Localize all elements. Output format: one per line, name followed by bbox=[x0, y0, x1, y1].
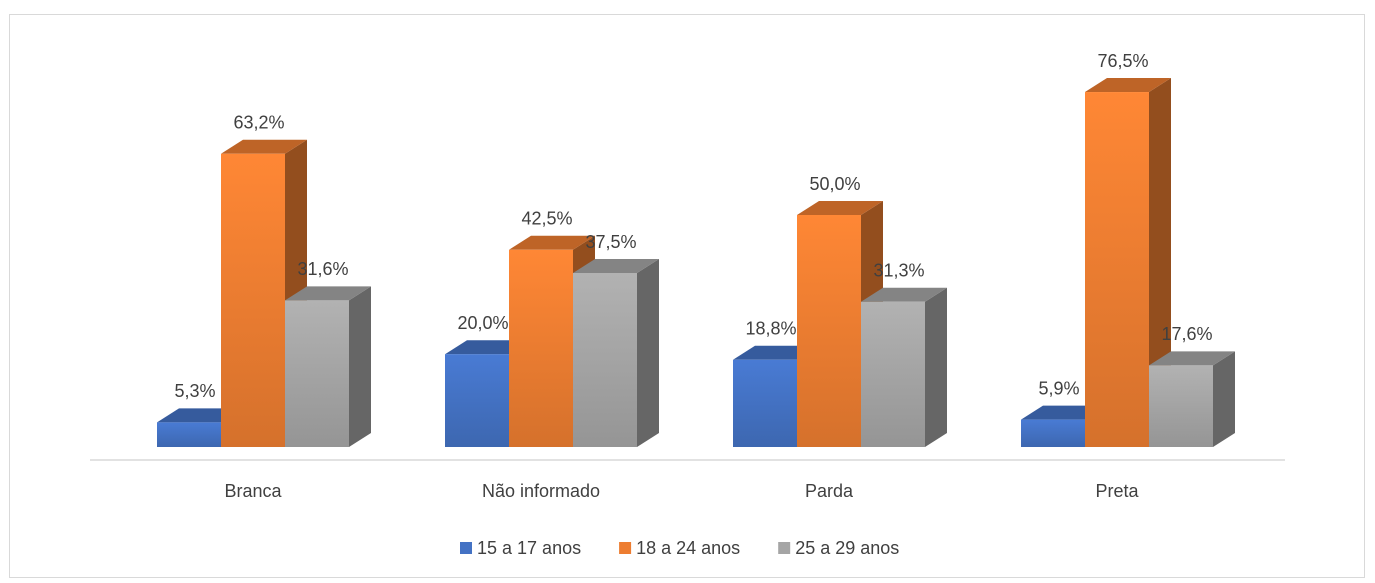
value-label: 20,0% bbox=[457, 313, 508, 333]
bar-side bbox=[1149, 78, 1171, 447]
bar-side bbox=[349, 286, 371, 447]
bar bbox=[797, 215, 861, 447]
value-label: 31,6% bbox=[297, 259, 348, 279]
value-label: 37,5% bbox=[585, 232, 636, 252]
value-label: 5,3% bbox=[174, 381, 215, 401]
bar bbox=[285, 300, 349, 447]
bar bbox=[509, 249, 573, 447]
value-label: 17,6% bbox=[1161, 324, 1212, 344]
bar bbox=[1149, 365, 1213, 447]
bar-top bbox=[1149, 351, 1235, 366]
legend-label: 25 a 29 anos bbox=[795, 538, 899, 558]
bar-top bbox=[509, 235, 595, 250]
bar-side bbox=[637, 259, 659, 447]
bar-top bbox=[861, 287, 947, 302]
value-label: 31,3% bbox=[873, 261, 924, 281]
bar-side bbox=[1213, 351, 1235, 447]
value-label: 42,5% bbox=[521, 209, 572, 229]
value-label: 5,9% bbox=[1038, 378, 1079, 398]
x-tick-label: Não informado bbox=[482, 481, 600, 501]
x-tick-label: Branca bbox=[224, 481, 282, 501]
value-label: 18,8% bbox=[745, 319, 796, 339]
value-label: 63,2% bbox=[233, 113, 284, 133]
bar bbox=[445, 354, 509, 447]
legend-label: 18 a 24 anos bbox=[636, 538, 740, 558]
bar bbox=[573, 273, 637, 447]
bar bbox=[221, 153, 285, 447]
bar-top bbox=[221, 139, 307, 154]
bar bbox=[733, 359, 797, 447]
legend-label: 15 a 17 anos bbox=[477, 538, 581, 558]
bar bbox=[1085, 92, 1149, 447]
legend-swatch bbox=[460, 542, 472, 554]
bar-top bbox=[1085, 78, 1171, 93]
x-tick-label: Preta bbox=[1095, 481, 1139, 501]
bar-side bbox=[925, 287, 947, 447]
value-label: 76,5% bbox=[1097, 51, 1148, 71]
legend-swatch bbox=[778, 542, 791, 554]
bar-top bbox=[573, 259, 659, 273]
bar-top bbox=[285, 286, 371, 301]
bar bbox=[157, 422, 221, 447]
bar-top bbox=[797, 201, 883, 215]
bar bbox=[1021, 419, 1085, 447]
x-tick-label: Parda bbox=[805, 481, 854, 501]
value-label: 50,0% bbox=[809, 174, 860, 194]
bar bbox=[861, 301, 925, 447]
legend-swatch bbox=[619, 542, 632, 554]
